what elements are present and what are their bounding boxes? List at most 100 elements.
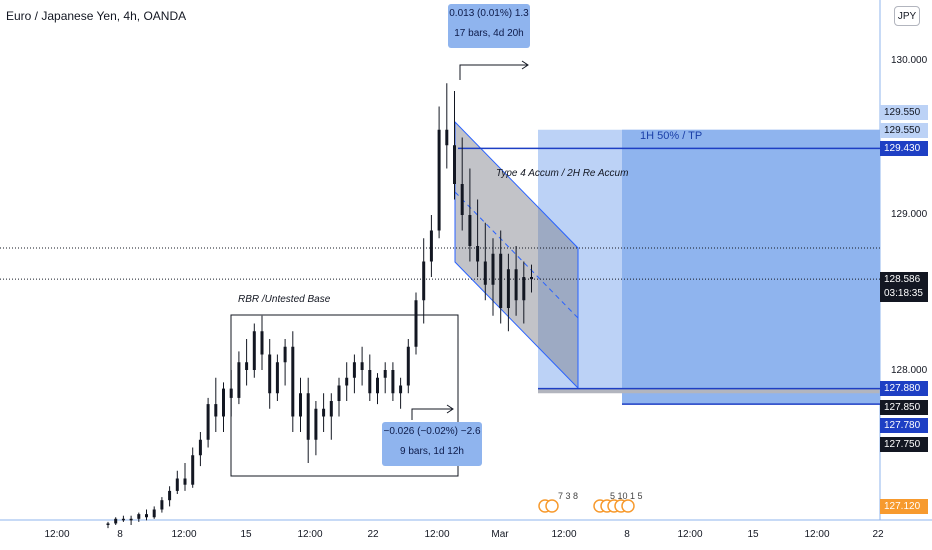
candle-body (299, 393, 302, 417)
time-tick-9: 8 (624, 529, 630, 540)
candle-body (429, 230, 433, 262)
candle-body (168, 490, 172, 501)
candle-body (252, 331, 256, 370)
candle-body (352, 362, 356, 378)
candle-body (275, 362, 279, 394)
candle-body (322, 408, 326, 417)
time-tick-1: 8 (117, 529, 123, 540)
candle-body (183, 478, 187, 485)
currency-button[interactable]: JPY (894, 6, 920, 26)
time-tick-10: 12:00 (677, 529, 703, 540)
candle-body (106, 523, 110, 525)
candle-body (522, 277, 526, 301)
candle-body (391, 370, 395, 394)
price-tick-130: 130.000 (891, 55, 928, 66)
event-marker-icon (545, 499, 559, 513)
candle-body (406, 346, 410, 386)
time-tick-12: 12:00 (804, 529, 830, 540)
price-badge-last: 128.586 03:18:35 (880, 272, 928, 302)
candle-body (368, 370, 372, 394)
bottom-measure-arrow (411, 404, 454, 420)
event-marker-group-1[interactable]: 7 3 8 (558, 491, 579, 501)
candle-body (506, 269, 510, 308)
time-tick-6: 12:00 (424, 529, 450, 540)
price-badge-127880: 127.880 (880, 381, 928, 396)
time-tick-0: 12:00 (44, 529, 70, 540)
price-tick-129: 129.000 (891, 209, 928, 220)
candle-body (383, 370, 387, 378)
candle-body (414, 300, 418, 347)
target-zone-dark (622, 129, 880, 405)
price-badge-127120: 127.120 (880, 499, 928, 514)
price-badge-129430: 129.430 (880, 141, 928, 156)
last-price-label: 128.586 (884, 274, 921, 285)
time-tick-3: 15 (240, 529, 252, 540)
tp-annotation: 1H 50% / TP (640, 130, 703, 142)
candle-body (460, 184, 464, 215)
top-measure-arrow (459, 60, 529, 80)
candle-body (206, 404, 210, 440)
time-tick-13: 22 (872, 529, 884, 540)
candle-body (283, 346, 287, 363)
candle-body (175, 478, 179, 491)
candle-body (121, 518, 125, 521)
candle-body (530, 277, 533, 280)
candle-body (114, 518, 118, 524)
event-marker-icon (621, 499, 635, 513)
candle-body (376, 377, 379, 394)
price-tick-128: 128.000 (891, 365, 928, 376)
candle-body (360, 362, 364, 370)
candle-body (345, 377, 349, 386)
time-tick-5: 22 (367, 529, 379, 540)
candle-body (329, 401, 333, 417)
candle-body (237, 362, 241, 398)
candle-body (306, 393, 310, 440)
candle-body (314, 408, 318, 440)
candle-body (337, 385, 341, 401)
time-tick-4: 12:00 (297, 529, 323, 540)
candle-body (468, 215, 472, 246)
time-tick-11: 15 (747, 529, 759, 540)
candle-body (145, 514, 148, 518)
candle-body (229, 388, 233, 398)
zone-bottom-band (538, 388, 880, 394)
candle-body (291, 346, 295, 417)
time-tick-7: Mar (491, 529, 509, 540)
candle-body (214, 404, 218, 417)
price-badge-129550-b: 129.550 (880, 123, 928, 138)
candle-body (422, 261, 426, 301)
candle-body (476, 246, 480, 262)
candle-body (137, 514, 141, 519)
channel-annotation: Type 4 Accum / 2H Re Accum (496, 168, 629, 179)
candle-body (483, 261, 487, 285)
bottom-measure-line2: 9 bars, 1d 12h (400, 446, 464, 457)
candle-body (268, 354, 272, 394)
price-badge-127850: 127.850 (880, 400, 928, 415)
rbr-annotation: RBR /Untested Base (238, 294, 331, 305)
candle-body (160, 500, 164, 510)
bottom-measure-box: −0.026 (−0.02%) −2.6 9 bars, 1d 12h (382, 422, 482, 466)
candle-body (222, 388, 225, 417)
top-measure-box: 0.013 (0.01%) 1.3 17 bars, 4d 20h (448, 4, 530, 48)
countdown-label: 03:18:35 (884, 288, 923, 299)
candle-body (445, 129, 449, 146)
top-measure-line1: 0.013 (0.01%) 1.3 (449, 8, 529, 19)
candle-body (129, 518, 133, 521)
chart-title: Euro / Japanese Yen, 4h, OANDA (6, 9, 187, 23)
event-marker-group-2[interactable]: 5 10 1 5 (610, 491, 643, 501)
candle-body (437, 129, 441, 231)
candle-body (191, 455, 195, 485)
price-badge-127750: 127.750 (880, 437, 928, 452)
candle-body (514, 269, 518, 301)
candle-body (491, 253, 495, 285)
candle-body (198, 439, 202, 456)
channel-midline (454, 191, 579, 319)
bottom-measure-line1: −0.026 (−0.02%) −2.6 (383, 426, 481, 437)
price-badge-127780: 127.780 (880, 418, 928, 433)
candle-body (260, 331, 264, 355)
price-badge-129550-a: 129.550 (880, 105, 928, 120)
candle-body (499, 253, 503, 308)
time-tick-8: 12:00 (551, 529, 577, 540)
candle-body (399, 385, 403, 394)
